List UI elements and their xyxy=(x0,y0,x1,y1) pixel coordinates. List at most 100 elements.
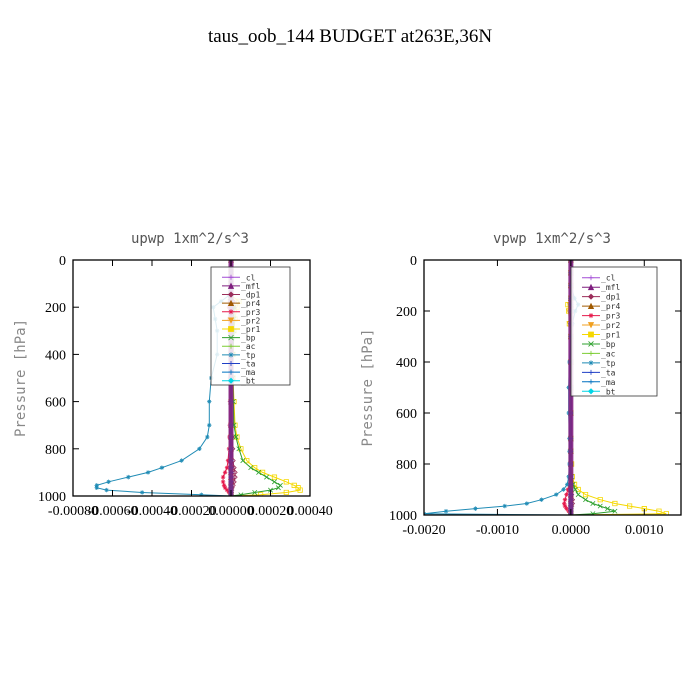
data-point xyxy=(94,483,99,488)
data-point xyxy=(562,497,568,502)
data-point xyxy=(238,492,244,496)
data-point xyxy=(590,511,596,515)
legend-marker xyxy=(227,317,235,324)
legend-marker xyxy=(228,369,234,375)
y-tick-label: 200 xyxy=(45,301,66,316)
legend-marker xyxy=(588,275,594,281)
data-point xyxy=(539,497,544,502)
data-point xyxy=(564,482,570,487)
data-point xyxy=(565,487,571,492)
legend-marker xyxy=(587,302,595,310)
data-point xyxy=(224,465,230,470)
legend-label: _bp xyxy=(601,340,616,349)
legend-marker xyxy=(228,309,234,315)
legend-label: _pr2 xyxy=(241,316,260,325)
figure-title: taus_oob_144 BUDGET at263E,36N xyxy=(208,26,492,47)
data-point xyxy=(443,508,449,514)
legend-label: _dp1 xyxy=(241,291,260,300)
data-point xyxy=(240,458,246,464)
data-point xyxy=(597,497,603,503)
x-tick-label: 0.00020 xyxy=(248,504,294,519)
data-point xyxy=(295,485,301,491)
x-tick-label: 0.0010 xyxy=(625,523,664,538)
data-point xyxy=(605,506,611,512)
legend-label: _pr1 xyxy=(601,331,620,340)
x-tick-label: 0.00040 xyxy=(287,504,333,519)
data-point xyxy=(656,508,662,514)
data-point xyxy=(106,479,111,485)
data-point xyxy=(224,487,230,493)
data-point xyxy=(283,489,289,496)
data-point xyxy=(126,474,131,480)
data-point xyxy=(572,487,578,492)
legend-marker xyxy=(228,274,234,280)
legend-marker xyxy=(587,283,595,291)
data-point xyxy=(104,487,109,493)
data-point xyxy=(220,474,226,480)
data-point xyxy=(264,474,270,480)
legend-label: _cl xyxy=(601,274,616,283)
data-point xyxy=(220,479,226,485)
data-point xyxy=(562,503,568,509)
legend-label: _cl xyxy=(241,273,256,282)
legend-marker xyxy=(588,360,594,366)
data-point xyxy=(252,489,258,495)
x-tick-label: -0.0010 xyxy=(476,523,519,538)
y-axis-label: Pressure [hPa] xyxy=(360,328,376,446)
legend-label: _pr4 xyxy=(601,302,620,311)
legend-label: _tp xyxy=(601,359,616,368)
data-point xyxy=(199,492,204,496)
data-point xyxy=(256,469,262,475)
data-point xyxy=(575,492,581,498)
legend-marker xyxy=(227,282,235,289)
legend-marker xyxy=(227,291,235,298)
legend-marker xyxy=(227,377,235,384)
data-point xyxy=(641,506,647,512)
legend-label: _dp1 xyxy=(601,293,620,302)
data-point xyxy=(283,479,289,485)
data-point xyxy=(291,482,297,488)
data-point xyxy=(248,465,254,471)
legend-label: _ac xyxy=(241,342,256,351)
legend-marker xyxy=(587,293,595,300)
legend-marker xyxy=(228,343,234,349)
x-tick-label: 0.00000 xyxy=(208,504,254,519)
x-tick-label: -0.00080 xyxy=(48,504,98,519)
data-point xyxy=(205,434,210,440)
legend-marker xyxy=(588,331,594,338)
legend-marker xyxy=(588,369,594,375)
legend-label: _ac xyxy=(601,349,616,358)
data-point xyxy=(561,487,566,492)
y-tick-label: 400 xyxy=(396,356,417,371)
data-point xyxy=(244,458,250,464)
data-point xyxy=(271,479,277,485)
data-point xyxy=(236,446,242,452)
legend-box xyxy=(210,266,291,386)
data-point xyxy=(179,458,184,463)
data-point xyxy=(207,399,212,404)
legend-label: _mfl xyxy=(601,283,620,292)
y-tick-label: 600 xyxy=(45,396,66,411)
y-tick-label: 0 xyxy=(59,254,66,269)
data-point xyxy=(271,474,278,480)
legend-marker xyxy=(588,313,594,319)
data-point xyxy=(225,458,231,463)
series-tp xyxy=(424,260,581,515)
x-tick-label: -0.00060 xyxy=(87,504,137,519)
y-tick-label: 800 xyxy=(396,458,417,473)
legend-marker xyxy=(228,360,234,366)
legend-label: _ma xyxy=(601,378,616,387)
data-point xyxy=(233,434,239,440)
legend-label: _ta xyxy=(241,359,256,368)
legend-marker xyxy=(588,341,594,347)
data-point xyxy=(564,492,569,497)
data-point xyxy=(502,503,507,509)
data-point xyxy=(582,492,589,498)
legend-label: _pr1 xyxy=(241,325,260,334)
legend-label: _ta xyxy=(601,368,616,377)
legend-label: _ma xyxy=(241,368,256,377)
x-tick-label: -0.0020 xyxy=(402,523,445,538)
y-tick-label: 800 xyxy=(45,443,66,458)
